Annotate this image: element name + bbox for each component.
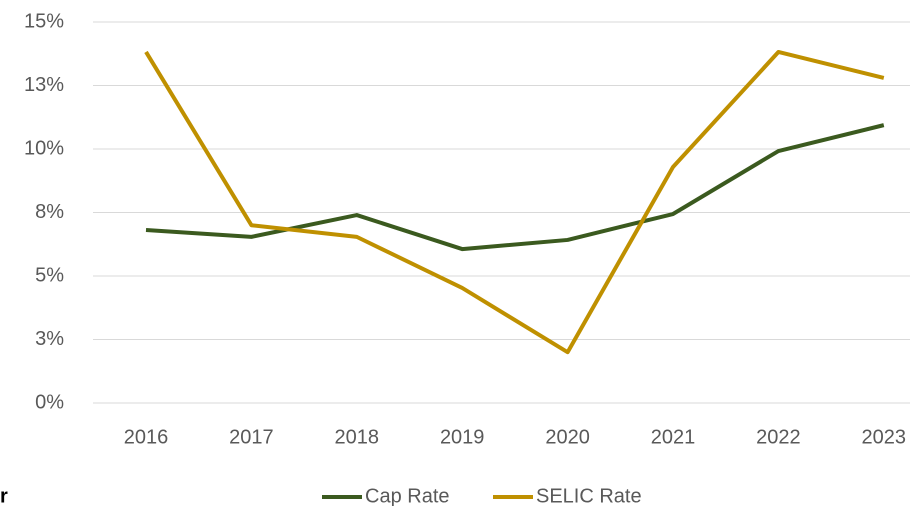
x-tick-label: 2016: [124, 426, 169, 448]
y-tick-label: 10%: [24, 137, 64, 159]
y-tick-label: 15%: [24, 10, 64, 32]
line-series: [144, 49, 885, 355]
annotation: r: [0, 485, 8, 506]
x-tick-label: 2019: [440, 426, 485, 448]
y-tick-label: 5%: [35, 264, 64, 286]
x-tick-label: 2021: [651, 426, 696, 448]
x-tick-label: 2018: [335, 426, 380, 448]
legend-label: Cap Rate: [365, 485, 450, 506]
x-tick-label: 2017: [229, 426, 274, 448]
x-tick-label: 2020: [545, 426, 590, 448]
x-tick-label: 2022: [756, 426, 801, 448]
y-tick-label: 13%: [24, 74, 64, 96]
y-tick-label: 8%: [35, 201, 64, 223]
y-tick-label: 0%: [35, 391, 64, 413]
line-series: [145, 123, 885, 252]
x-tick-label: 2023: [862, 426, 907, 448]
y-tick-label: 3%: [35, 328, 64, 350]
legend-label: SELIC Rate: [536, 485, 642, 506]
